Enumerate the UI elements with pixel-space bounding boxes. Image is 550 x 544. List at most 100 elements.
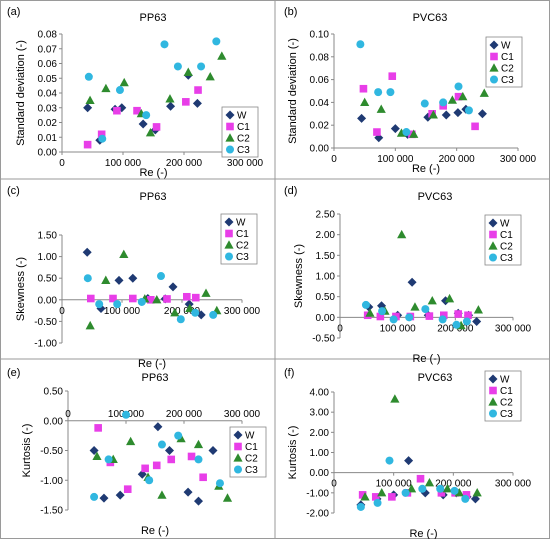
data-point-c3 [439, 98, 448, 107]
legend-label: C3 [501, 75, 514, 86]
data-point-c2 [101, 83, 111, 93]
x-tick-label: 100 000 [380, 323, 417, 334]
legend-label: C2 [237, 134, 250, 145]
data-point-c1 [94, 424, 102, 432]
legend-label: C3 [237, 145, 250, 156]
legend-marker-c3 [225, 252, 233, 261]
data-point-c2 [101, 275, 111, 284]
y-tick-label: 0.08 [310, 52, 330, 63]
legend-label: W [236, 218, 246, 229]
data-point-c2 [428, 110, 438, 119]
chart-panel-e: (e) PP63-1.50-1.00-0.500.000.500 100 000 20… [7, 367, 267, 537]
data-point-c2 [205, 71, 215, 81]
chart-panel-a: (a) PP63 0.00 0.01 0.02 0.03 0.04 0.05 0.06 0.07 0… [7, 6, 264, 179]
legend-marker-c2 [233, 453, 243, 462]
data-point-c3 [160, 40, 169, 49]
data-point-c2 [458, 91, 468, 101]
legend-label: C3 [500, 409, 513, 420]
legend-label: C1 [236, 229, 249, 240]
y-tick-label: 1.00 [38, 252, 58, 263]
data-point-c1 [454, 310, 463, 318]
x-axis-label: Re (-) [412, 163, 440, 175]
y-tick-label: 0.50 [316, 292, 336, 303]
legend-marker-c2 [488, 241, 498, 250]
y-tick-label: 0.50 [44, 387, 64, 398]
legend-label: C1 [245, 442, 258, 453]
data-point-c3 [137, 297, 146, 306]
y-tick-label: 2.00 [316, 230, 336, 241]
y-tick-label: 1.50 [316, 251, 336, 262]
data-point-c2 [217, 51, 227, 60]
y-tick-label: 0.00 [316, 313, 336, 324]
legend-marker-c1 [225, 229, 233, 238]
data-point-w [138, 119, 148, 129]
x-tick-label: 0 [331, 479, 337, 490]
data-point-c2 [442, 484, 452, 493]
x-tick-label: 200 000 [164, 306, 201, 317]
data-point-c1 [182, 98, 190, 106]
data-point-c3 [418, 484, 427, 493]
data-point-c2 [472, 488, 482, 497]
legend-marker-c3 [489, 409, 497, 418]
x-tick-label: 200 000 [166, 158, 203, 169]
data-point-c1 [152, 461, 161, 470]
data-point-c1 [371, 493, 380, 501]
data-point-c3 [356, 502, 365, 511]
legend-marker-w [225, 110, 235, 120]
data-point-c3 [436, 484, 445, 493]
data-point-c1 [388, 493, 396, 501]
data-point-c3 [454, 82, 463, 91]
chart-panel-c: (c) PP63 -1.00 -0.50 0.00 0.50 1.00 1.50 0 100 00… [7, 185, 261, 370]
x-axis-label: Re (-) [141, 525, 169, 537]
y-tick-label: 0.10 [310, 30, 330, 41]
data-point-c2 [447, 95, 457, 104]
legend-marker-w [224, 217, 234, 227]
legend-label: C1 [500, 386, 513, 397]
x-axis-label: Re (-) [409, 528, 437, 539]
data-point-c3 [157, 272, 165, 281]
data-point-c1 [183, 292, 191, 301]
legend-label: C2 [245, 454, 258, 465]
legend-label: C2 [501, 64, 514, 75]
chart-title: PP63 [140, 12, 167, 24]
y-tick-label: 1.00 [316, 272, 336, 283]
data-point-c3 [174, 431, 183, 440]
data-point-c1 [87, 294, 95, 303]
data-point-c3 [373, 498, 382, 507]
data-point-c1 [373, 128, 381, 136]
data-point-c1 [454, 92, 463, 101]
data-point-c1 [187, 452, 196, 461]
y-tick-label: 0.05 [38, 74, 58, 85]
legend-label: C2 [236, 241, 249, 252]
x-axis-label: Re (-) [138, 358, 166, 370]
y-tick-label: 0.00 [310, 468, 330, 479]
y-tick-label: 0.00 [310, 144, 330, 155]
legend-marker-c2 [225, 133, 235, 142]
y-tick-label: 0.00 [38, 148, 58, 159]
data-point-c3 [356, 40, 365, 49]
data-point-c2 [145, 128, 156, 137]
data-point-c3 [197, 62, 206, 71]
data-point-c3 [374, 88, 383, 97]
legend-marker-w [489, 40, 499, 50]
data-point-c2 [409, 129, 419, 138]
panel-label: (a) [7, 6, 20, 18]
data-point-c2 [170, 307, 180, 317]
data-point-w [184, 299, 194, 309]
data-point-c3 [122, 410, 130, 419]
data-point-c1 [416, 474, 425, 483]
data-point-c1 [141, 464, 149, 473]
data-point-c2 [360, 97, 370, 106]
chart-title: PVC63 [418, 372, 453, 384]
legend-marker-c3 [234, 465, 242, 474]
data-point-w [404, 456, 414, 466]
data-point-c2 [360, 492, 370, 501]
legend-marker-c2 [489, 63, 499, 72]
data-point-c2 [473, 305, 483, 314]
x-axis-label: Re (-) [139, 167, 167, 179]
legend-marker-w [233, 430, 243, 440]
chart-title: PP63 [140, 191, 167, 203]
y-tick-label: -1.00 [306, 488, 329, 499]
